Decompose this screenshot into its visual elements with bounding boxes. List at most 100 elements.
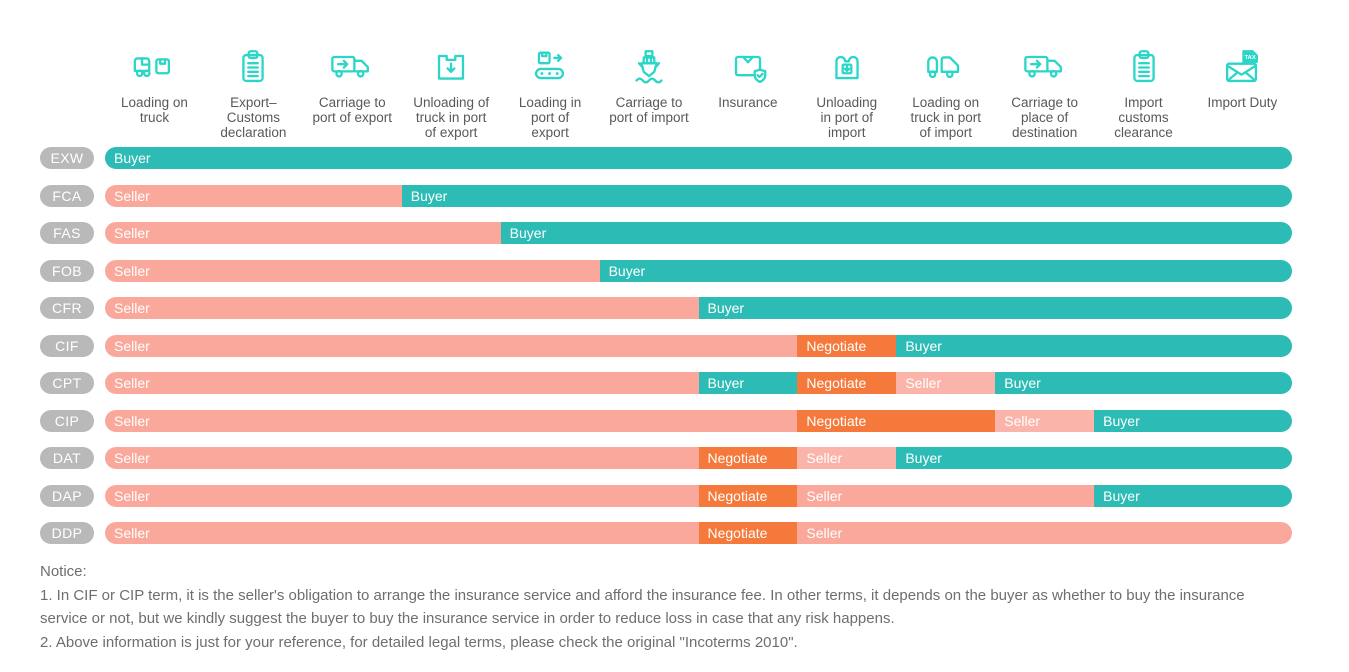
term-row-exw: EXW Buyer bbox=[40, 147, 1292, 169]
term-row-cif: CIF Seller Negotiate Buyer bbox=[40, 334, 1292, 357]
segment-label: Seller bbox=[114, 337, 150, 354]
bar-segment-buyer: Buyer bbox=[995, 372, 1292, 394]
unloading-in-port-of-import-icon bbox=[824, 34, 870, 88]
term-pill: FCA bbox=[40, 184, 94, 207]
segment-label: Seller bbox=[114, 187, 150, 204]
bar-segment-seller: Seller bbox=[105, 409, 798, 432]
column-label: Export– Customs declaration bbox=[220, 95, 287, 140]
segment-label: Seller bbox=[905, 375, 942, 391]
segment-label: Seller bbox=[806, 525, 843, 541]
term-pill: CIP bbox=[40, 409, 94, 432]
segment-label: Buyer bbox=[608, 262, 646, 279]
bar-segment-seller-light: Seller bbox=[797, 447, 897, 469]
header-column: Import customs clearance bbox=[1094, 34, 1193, 140]
column-label: Carriage to port of export bbox=[312, 95, 393, 125]
term-row-dat: DAT Seller Negotiate Seller Buyer bbox=[40, 447, 1292, 469]
notice-block: Notice: 1. In CIF or CIP term, it is the… bbox=[40, 560, 1262, 654]
segment-label: Buyer bbox=[905, 450, 942, 466]
column-label: Loading on truck bbox=[121, 95, 188, 125]
term-pill: DAT bbox=[40, 447, 94, 469]
header-column: TAX Import Duty bbox=[1193, 34, 1292, 140]
segment-label: Negotiate bbox=[707, 525, 768, 541]
term-row-fca: FCA Seller Buyer bbox=[40, 184, 1292, 207]
import-customs-clearance-icon bbox=[1121, 34, 1167, 88]
segment-label: Seller bbox=[114, 375, 150, 391]
bar-segment-seller-light: Seller bbox=[896, 372, 996, 394]
unloading-truck-port-export-icon bbox=[428, 34, 474, 88]
notice-item: 1. In CIF or CIP term, it is the seller'… bbox=[40, 586, 1245, 628]
segment-label: Seller bbox=[114, 262, 150, 279]
loading-in-port-of-export-icon bbox=[527, 34, 573, 88]
bar-segment-buyer: Buyer bbox=[599, 259, 1292, 282]
term-pill: FOB bbox=[40, 259, 94, 282]
segment-label: Seller bbox=[114, 412, 150, 429]
bar-segment-seller: Seller bbox=[105, 522, 699, 544]
segment-label: Buyer bbox=[509, 225, 547, 241]
bar-segment-buyer: Buyer bbox=[1094, 484, 1292, 507]
segment-label: Buyer bbox=[905, 337, 942, 354]
segment-label: Buyer bbox=[114, 150, 151, 166]
column-header: Loading on truck Export– Customs declarat… bbox=[105, 0, 1292, 140]
bar-segment-buyer: Buyer bbox=[500, 222, 1292, 244]
bar-segment-buyer: Buyer bbox=[896, 334, 1292, 357]
import-duty-tax-icon: TAX bbox=[1219, 34, 1265, 88]
segment-label: Seller bbox=[806, 450, 843, 466]
header-column: Carriage to place of destination bbox=[995, 34, 1094, 140]
bar-segment-seller: Seller bbox=[105, 484, 699, 507]
term-pill: CPT bbox=[40, 372, 94, 394]
segment-label: Negotiate bbox=[806, 337, 867, 354]
bar-segment-seller: Seller bbox=[105, 447, 699, 469]
term-pill: CFR bbox=[40, 297, 94, 319]
bar-segment-buyer: Buyer bbox=[401, 184, 1292, 207]
segment-label: Negotiate bbox=[707, 487, 768, 504]
column-label: Import customs clearance bbox=[1114, 95, 1173, 140]
header-column: Carriage to port of import bbox=[600, 34, 699, 140]
bar-segment-seller: Seller bbox=[105, 184, 402, 207]
term-row-cfr: CFR Seller Buyer bbox=[40, 297, 1292, 319]
term-row-cip: CIP Seller Negotiate Seller Buyer bbox=[40, 409, 1292, 432]
segment-label: Buyer bbox=[1103, 412, 1140, 429]
column-label: Loading on truck in port of import bbox=[910, 95, 981, 140]
bar-segment-seller: Seller bbox=[105, 259, 600, 282]
segment-label: Seller bbox=[114, 225, 150, 241]
column-label: Unloading in port of import bbox=[816, 95, 878, 140]
segment-label: Seller bbox=[114, 487, 150, 504]
header-column: Carriage to port of export bbox=[303, 34, 402, 140]
ship-carriage-to-port-of-import-icon bbox=[626, 34, 672, 88]
export-customs-declaration-icon bbox=[230, 34, 276, 88]
bar-segment-seller: Seller bbox=[105, 222, 501, 244]
term-pill: EXW bbox=[40, 147, 94, 169]
bar-segment-seller: Seller bbox=[797, 484, 1095, 507]
segment-label: Buyer bbox=[707, 300, 745, 316]
bar-segment-buyer: Buyer bbox=[1094, 409, 1292, 432]
bar-segment-negotiate: Negotiate bbox=[797, 409, 996, 432]
bar-segment-negotiate: Negotiate bbox=[698, 522, 798, 544]
carriage-to-port-of-export-icon bbox=[329, 34, 375, 88]
bar-segment-negotiate: Negotiate bbox=[698, 447, 798, 469]
bar-segment-negotiate: Negotiate bbox=[698, 484, 798, 507]
segment-label: Seller bbox=[806, 487, 843, 504]
term-pill: CIF bbox=[40, 334, 94, 357]
term-row-fob: FOB Seller Buyer bbox=[40, 259, 1292, 282]
term-row-fas: FAS Seller Buyer bbox=[40, 222, 1292, 244]
term-row-ddp: DDP Seller Negotiate Seller bbox=[40, 522, 1292, 544]
header-column: Unloading of truck in port of export bbox=[402, 34, 501, 140]
segment-label: Negotiate bbox=[806, 412, 867, 429]
term-pill: FAS bbox=[40, 222, 94, 244]
bar-segment-buyer: Buyer bbox=[698, 372, 798, 394]
term-pill: DAP bbox=[40, 484, 94, 507]
incoterms-chart: Loading on truck Export– Customs declarat… bbox=[40, 0, 1292, 654]
bar-segment-seller: Seller bbox=[105, 297, 699, 319]
segment-label: Negotiate bbox=[707, 450, 768, 466]
term-pill: DDP bbox=[40, 522, 94, 544]
loading-on-truck-port-import-icon bbox=[923, 34, 969, 88]
bar-segment-buyer: Buyer bbox=[698, 297, 1292, 319]
column-label: Insurance bbox=[718, 95, 778, 110]
bar-segment-negotiate: Negotiate bbox=[797, 372, 897, 394]
segment-label: Buyer bbox=[707, 375, 745, 391]
segment-label: Buyer bbox=[410, 187, 448, 204]
segment-label: Seller bbox=[1004, 412, 1041, 429]
svg-text:TAX: TAX bbox=[1245, 55, 1256, 61]
header-column: Insurance bbox=[698, 34, 797, 140]
header-column: Export– Customs declaration bbox=[204, 34, 303, 140]
